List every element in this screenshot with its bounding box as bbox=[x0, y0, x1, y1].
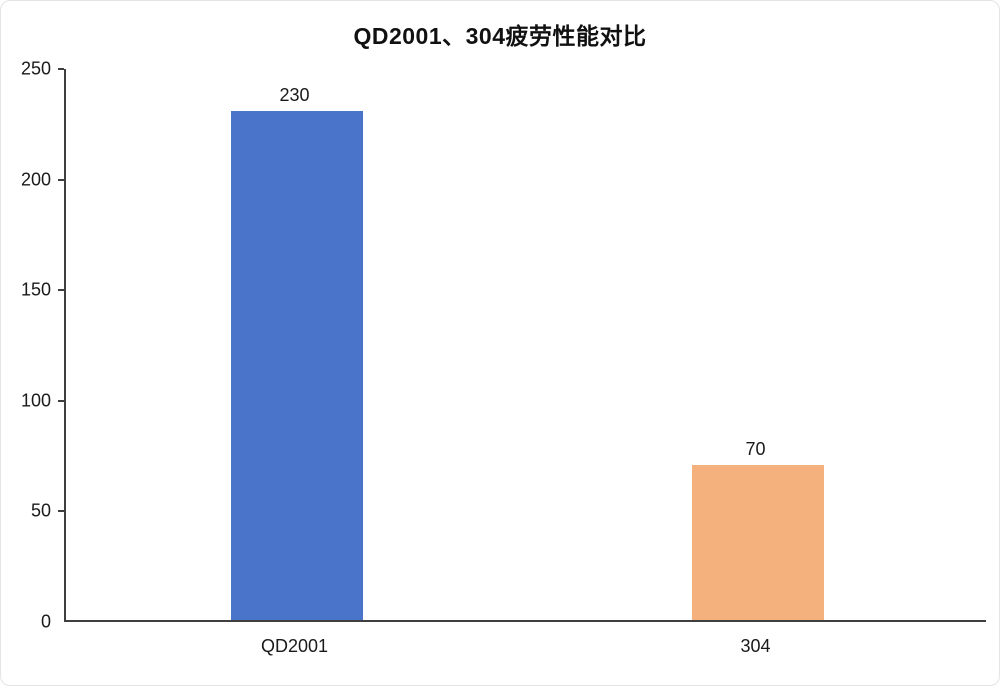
chart-title: QD2001、304疲劳性能对比 bbox=[353, 23, 647, 49]
y-tick-label: 250 bbox=[20, 58, 51, 79]
y-tick-mark bbox=[58, 510, 64, 513]
y-tick-label: 200 bbox=[20, 169, 51, 190]
y-tick-mark bbox=[58, 178, 64, 181]
y-tick-label: 100 bbox=[20, 390, 51, 411]
y-tick-mark bbox=[58, 399, 64, 402]
y-tick-label: 50 bbox=[30, 500, 51, 521]
plot-area bbox=[64, 69, 986, 622]
bar-304 bbox=[691, 465, 824, 620]
bar-value-label: 70 bbox=[745, 439, 766, 460]
bar-value-label: 230 bbox=[279, 85, 310, 106]
y-tick-label: 150 bbox=[20, 279, 51, 300]
y-tick-mark bbox=[58, 289, 64, 292]
y-tick-mark bbox=[58, 68, 64, 70]
x-category-label: 304 bbox=[740, 636, 771, 656]
y-tick-label: 0 bbox=[40, 611, 51, 632]
x-category-label: QD2001 bbox=[260, 636, 329, 656]
bar-QD2001 bbox=[230, 111, 363, 620]
